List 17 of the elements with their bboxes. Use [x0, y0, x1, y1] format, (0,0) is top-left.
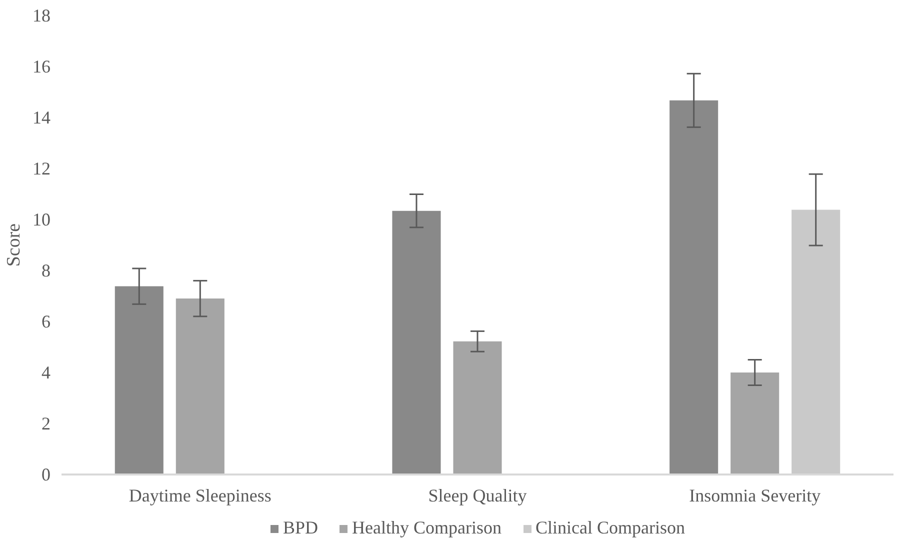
y-tick-label: 12 — [32, 158, 50, 178]
y-tick-label: 0 — [42, 464, 50, 484]
y-axis-title: Score — [4, 223, 24, 267]
legend-label: BPD — [283, 518, 318, 538]
y-tick-label: 6 — [42, 312, 50, 332]
y-tick-label: 4 — [42, 362, 50, 382]
y-tick-label: 18 — [32, 6, 50, 26]
x-tick-label: Insomnia Severity — [689, 486, 821, 506]
x-tick-label: Sleep Quality — [428, 486, 527, 506]
y-tick-label: 16 — [32, 56, 50, 76]
legend-label: Clinical Comparison — [536, 518, 685, 538]
y-tick-label: 8 — [42, 260, 50, 280]
legend-label: Healthy Comparison — [352, 518, 502, 538]
y-tick-label: 10 — [32, 210, 50, 230]
x-tick-label: Daytime Sleepiness — [128, 486, 272, 506]
y-tick-label: 14 — [32, 108, 50, 128]
y-tick-label: 2 — [42, 414, 50, 434]
